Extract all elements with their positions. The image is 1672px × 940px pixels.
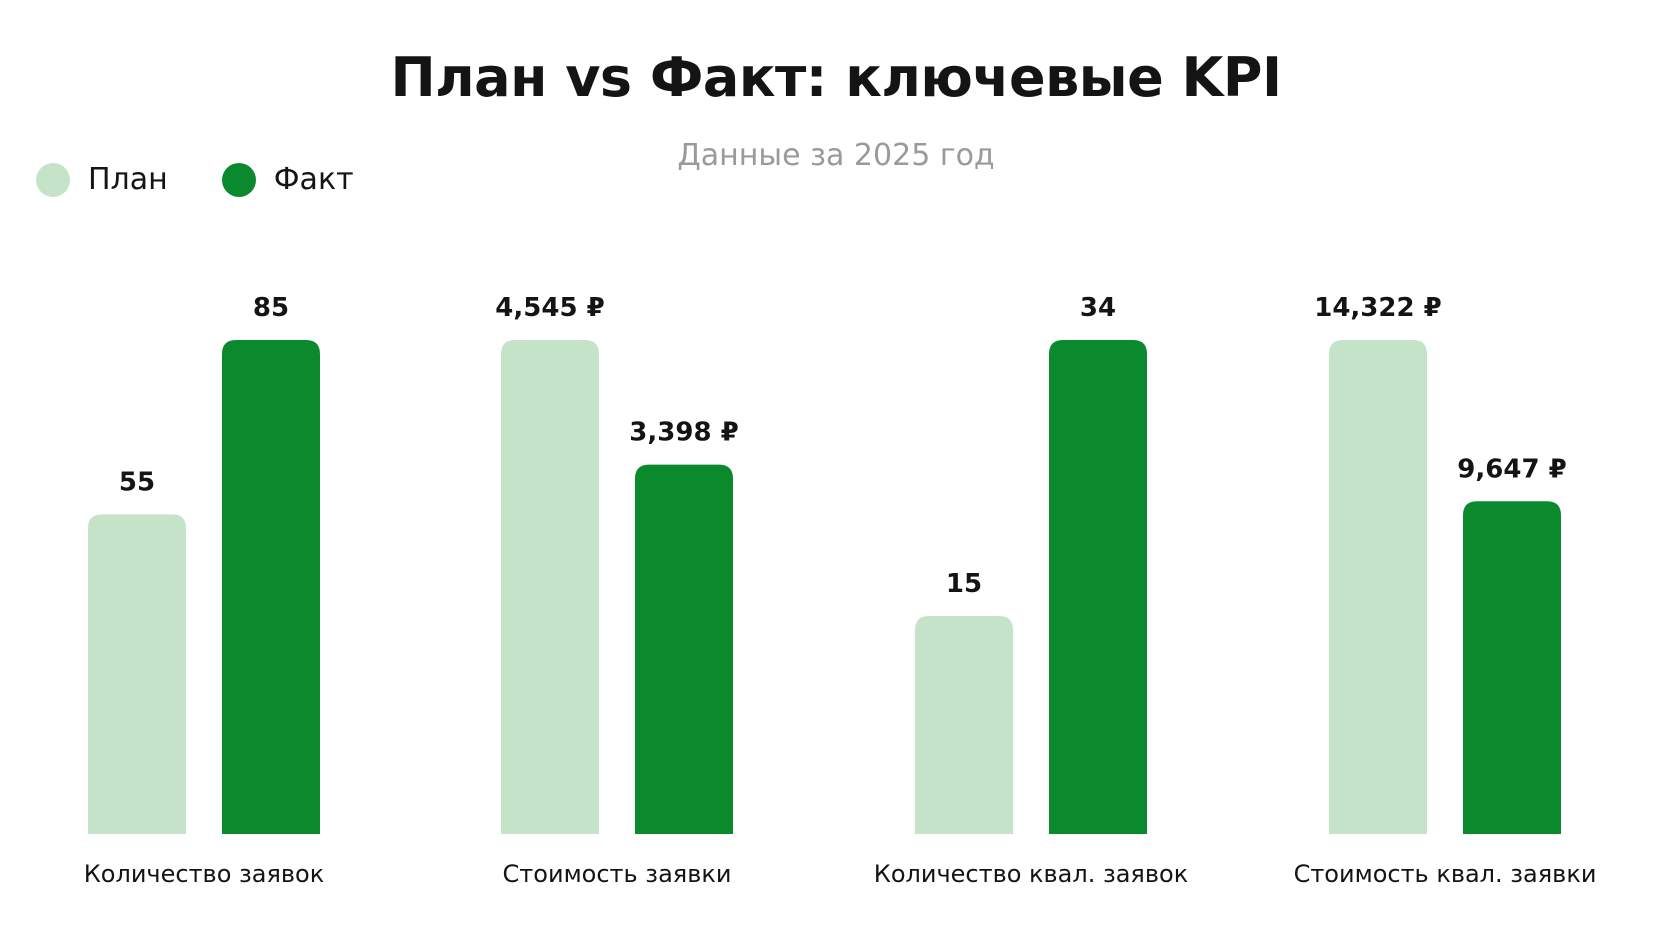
legend: План Факт — [36, 160, 408, 200]
bar-fact-kolichestvo-zayavok[interactable] — [222, 340, 320, 834]
chart-title: План vs Факт: ключевые KPI — [390, 46, 1282, 109]
bar-plan-stoimost-kval-zayavki[interactable] — [1329, 340, 1427, 834]
category-label-stoimost-zayavki: Стоимость заявки — [503, 860, 732, 888]
category-label-kolichestvo-kval-zayavok: Количество квал. заявок — [874, 860, 1188, 888]
legend-swatch-plan — [36, 163, 70, 197]
chart-subtitle: Данные за 2025 год — [677, 138, 995, 173]
value-label-plan-stoimost-kval-zayavki: 14,322 ₽ — [1314, 293, 1441, 323]
legend-item-plan[interactable]: План — [36, 160, 168, 200]
category-label-stoimost-kval-zayavki: Стоимость квал. заявки — [1294, 860, 1597, 888]
bar-fact-stoimost-kval-zayavki[interactable] — [1463, 501, 1561, 834]
legend-item-fact[interactable]: Факт — [221, 160, 354, 200]
bar-plan-kolichestvo-zayavok[interactable] — [88, 514, 186, 834]
value-label-fact-stoimost-zayavki: 3,398 ₽ — [629, 418, 738, 448]
bar-fact-stoimost-zayavki[interactable] — [635, 464, 733, 834]
value-label-plan-kolichestvo-zayavok: 55 — [119, 467, 155, 497]
category-label-kolichestvo-zayavok: Количество заявок — [84, 860, 324, 888]
legend-label-fact: Факт — [273, 162, 354, 197]
value-label-fact-kolichestvo-kval-zayavok: 34 — [1080, 293, 1116, 323]
value-label-plan-kolichestvo-kval-zayavok: 15 — [946, 569, 982, 599]
legend-label-plan: План — [88, 162, 168, 197]
bar-plan-stoimost-zayavki[interactable] — [501, 340, 599, 834]
value-label-fact-kolichestvo-zayavok: 85 — [253, 293, 289, 323]
legend-swatch-fact — [221, 163, 256, 197]
bar-fact-kolichestvo-kval-zayavok[interactable] — [1049, 340, 1147, 834]
value-label-fact-stoimost-kval-zayavki: 9,647 ₽ — [1457, 454, 1566, 484]
bar-plan-kolichestvo-kval-zayavok[interactable] — [915, 616, 1013, 834]
value-label-plan-stoimost-zayavki: 4,545 ₽ — [495, 293, 604, 323]
